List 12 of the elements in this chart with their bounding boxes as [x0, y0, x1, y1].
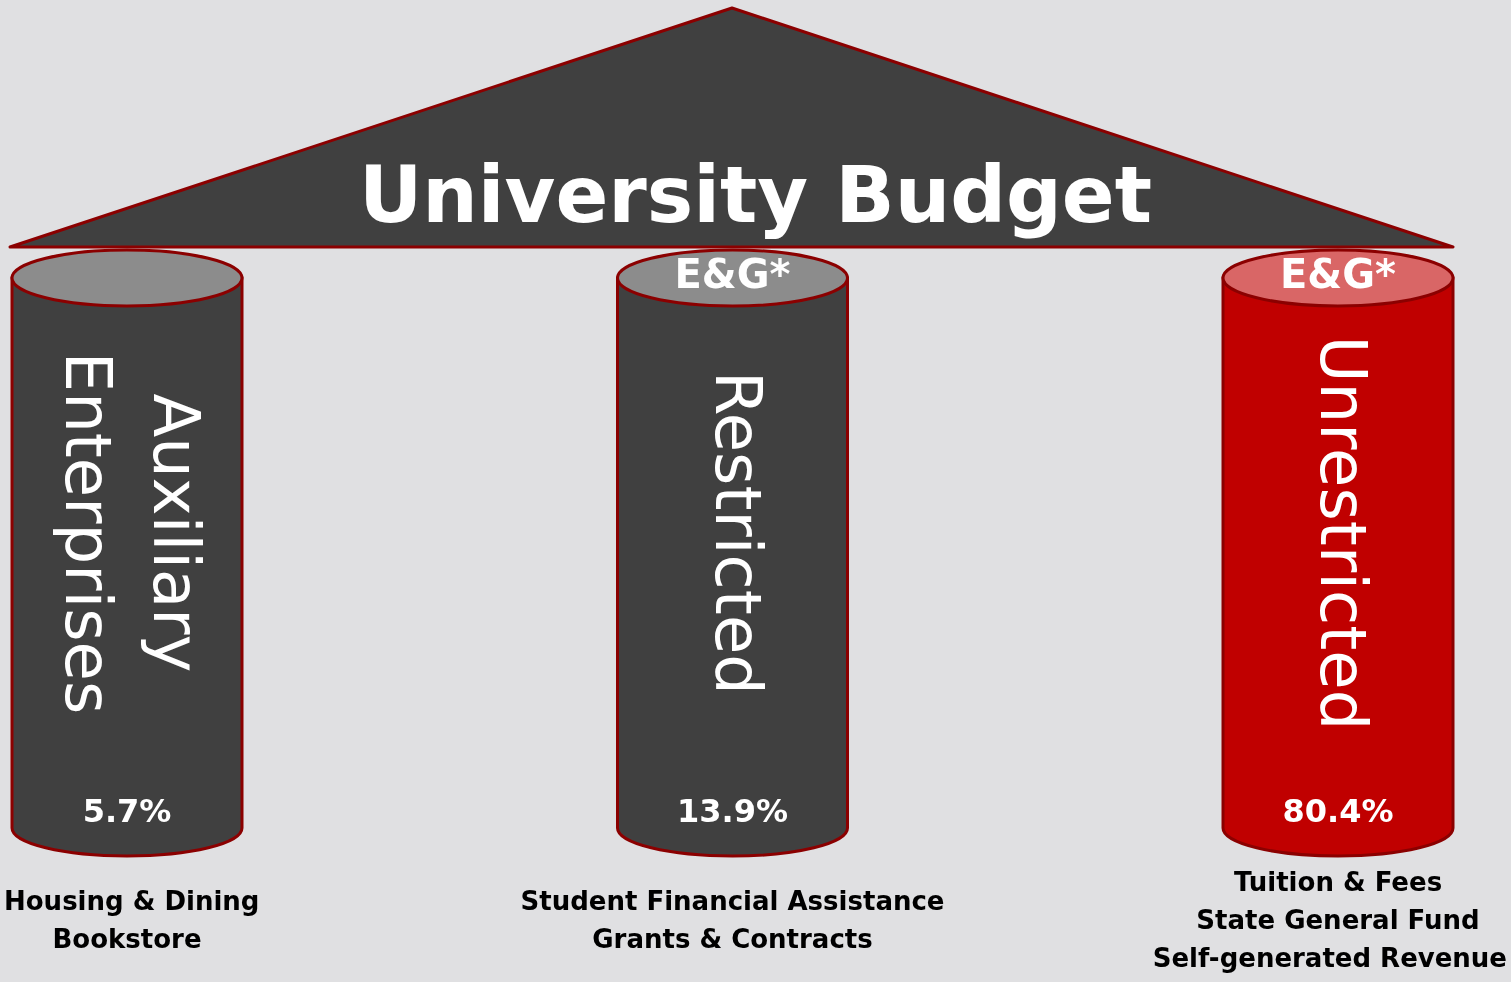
text: Tuition & Fees State General Fund Self-generated Revenue	[1152, 866, 1507, 973]
category-label: Unrestricted	[1306, 335, 1381, 731]
text: Housing & Dining Bookstore	[3, 885, 260, 954]
text: E&G*	[674, 251, 791, 298]
category-label: Restricted	[700, 371, 775, 695]
category-label: Auxiliary Enterprises	[51, 351, 214, 715]
text: E&G*	[1280, 251, 1396, 298]
text: Student Financial Assistance Grants & Contracts	[520, 885, 945, 954]
text: University Budget	[357, 150, 1154, 240]
data-label: 80.4%	[1282, 792, 1394, 831]
data-label: 13.9%	[676, 792, 789, 831]
data-label: 5.7%	[82, 792, 172, 831]
